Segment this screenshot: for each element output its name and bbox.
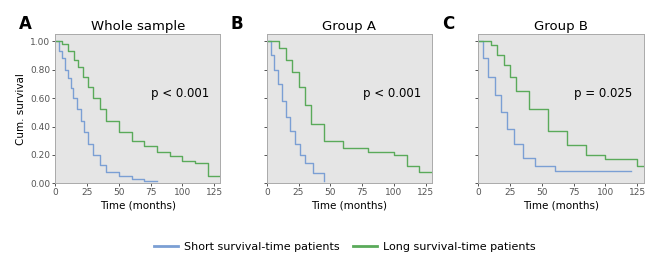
Text: C: C (442, 15, 454, 33)
Legend: Short survival-time patients, Long survival-time patients: Short survival-time patients, Long survi… (150, 238, 540, 256)
Title: Whole sample: Whole sample (91, 20, 185, 33)
Y-axis label: Cum. survival: Cum. survival (16, 73, 26, 145)
X-axis label: Time (months): Time (months) (311, 200, 387, 210)
Text: p < 0.001: p < 0.001 (151, 87, 209, 100)
X-axis label: Time (months): Time (months) (100, 200, 176, 210)
Text: p = 0.025: p = 0.025 (574, 87, 632, 100)
Text: p < 0.001: p < 0.001 (363, 87, 421, 100)
X-axis label: Time (months): Time (months) (523, 200, 599, 210)
Text: A: A (19, 15, 32, 33)
Title: Group A: Group A (322, 20, 376, 33)
Title: Group B: Group B (534, 20, 588, 33)
Text: B: B (230, 15, 243, 33)
